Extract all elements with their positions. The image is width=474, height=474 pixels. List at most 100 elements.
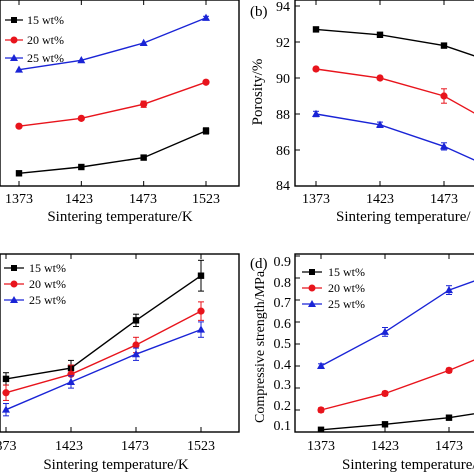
data-point [381, 421, 389, 428]
legend-label: 20 wt% [328, 281, 365, 295]
data-point [197, 325, 205, 333]
data-point [312, 26, 320, 33]
x-tick-label: 1423 [371, 439, 399, 454]
data-point [77, 114, 85, 122]
data-point [197, 307, 205, 315]
x-tick-marks [18, 0, 207, 186]
panel-c: 373 1423 1473 1523 Sintering temperature… [0, 253, 240, 473]
data-point [132, 341, 140, 349]
y-axis-label: Porosity/% [250, 59, 266, 126]
y-tick-label: 92 [276, 36, 290, 51]
plot-frame [0, 253, 240, 433]
y-tick-label: 0.5 [274, 337, 292, 352]
axis-tick-marks [295, 0, 445, 187]
x-axis-label: Sintering temperature/K [47, 209, 193, 225]
x-tick-label: 1473 [121, 439, 149, 454]
x-axis-label: Sintering temperature/K [43, 457, 189, 473]
x-tick-label: 1423 [55, 439, 83, 454]
plot-frame [294, 253, 474, 433]
legend-marker [10, 54, 18, 61]
series-line [315, 28, 474, 57]
series-line [320, 280, 474, 367]
panel-label: (b) [250, 4, 268, 20]
data-point [2, 375, 10, 383]
series-marks [15, 13, 210, 177]
data-point [312, 109, 320, 117]
series-marks [2, 259, 205, 417]
legend-marker [10, 280, 18, 288]
x-tick-label: 1473 [129, 192, 157, 207]
data-point [78, 163, 85, 171]
series-line [18, 17, 207, 71]
y-tick-label: 0.2 [274, 399, 292, 414]
series-line [5, 275, 202, 380]
data-point [140, 154, 147, 161]
legend-label: 20 wt% [29, 277, 66, 291]
y-tick-label: 94 [276, 0, 290, 15]
x-tick-label: 1423 [65, 192, 93, 207]
data-point [202, 13, 210, 21]
x-axis-label: Sintering temperature/ [342, 457, 474, 473]
data-point [381, 389, 389, 398]
x-tick-label: 1523 [192, 192, 220, 207]
y-axis-label: Compressive strength/MPa [253, 270, 268, 423]
legend-label: 25 wt% [29, 293, 66, 307]
data-point [67, 377, 75, 385]
series-line [315, 68, 474, 114]
y-tick-label: 86 [276, 144, 290, 159]
series-line [18, 81, 207, 127]
x-tick-label: 1473 [430, 192, 458, 207]
y-tick-label: 0.7 [274, 296, 292, 311]
legend-label: 15 wt% [29, 261, 66, 275]
y-tick-label: 0.3 [274, 378, 292, 393]
legend-marker [10, 296, 18, 303]
legend: 15 wt% 20 wt% 25 wt% [5, 13, 64, 65]
x-axis-label: Sintering temperature/ [336, 209, 471, 225]
legend-marker [308, 284, 316, 292]
data-point [202, 78, 210, 86]
series-line [18, 130, 207, 174]
series-line [315, 113, 474, 161]
series-marks [317, 280, 474, 432]
data-point [381, 327, 389, 335]
data-point [445, 285, 453, 294]
data-point [197, 272, 205, 279]
legend-label: 15 wt% [328, 265, 365, 279]
data-point [440, 42, 448, 49]
series-line [5, 310, 202, 394]
x-tick-label: 1523 [187, 439, 215, 454]
data-point [139, 38, 148, 46]
y-tick-label: 0.1 [274, 419, 292, 434]
legend-marker [10, 36, 18, 44]
y-tick-label: 0.9 [274, 255, 292, 270]
legend-label: 20 wt% [27, 33, 64, 47]
panel-label: (d) [250, 256, 268, 272]
y-tick-label: 88 [276, 108, 290, 123]
legend-label: 25 wt% [27, 51, 64, 65]
legend-marker [308, 300, 316, 307]
x-tick-label: 1373 [302, 192, 330, 207]
y-tick-label: 90 [276, 72, 290, 87]
legend-label: 25 wt% [328, 297, 365, 311]
series-line [320, 359, 474, 411]
panel-b: (b) 84 86 88 90 92 94 Porosity/% 1373 14… [250, 0, 474, 225]
series-line [320, 413, 474, 431]
legend-marker [309, 269, 315, 275]
data-point [317, 406, 325, 414]
data-point [202, 127, 210, 135]
y-tick-label: 84 [276, 179, 290, 194]
legend: 15 wt% 20 wt% 25 wt% [4, 261, 66, 307]
series-line [5, 328, 202, 411]
data-point [2, 389, 10, 397]
data-point [132, 317, 140, 324]
panel-d: (d) 0.1 0.2 0.3 0.4 0.5 0.6 0.7 0.8 0.9 … [250, 253, 474, 473]
data-point [376, 31, 384, 38]
series-marks [312, 26, 474, 161]
axis-tick-marks [295, 254, 450, 433]
data-point [2, 405, 10, 413]
x-tick-marks [5, 254, 202, 432]
data-point [317, 361, 325, 369]
plot-frame [294, 0, 474, 187]
data-point [77, 56, 86, 64]
